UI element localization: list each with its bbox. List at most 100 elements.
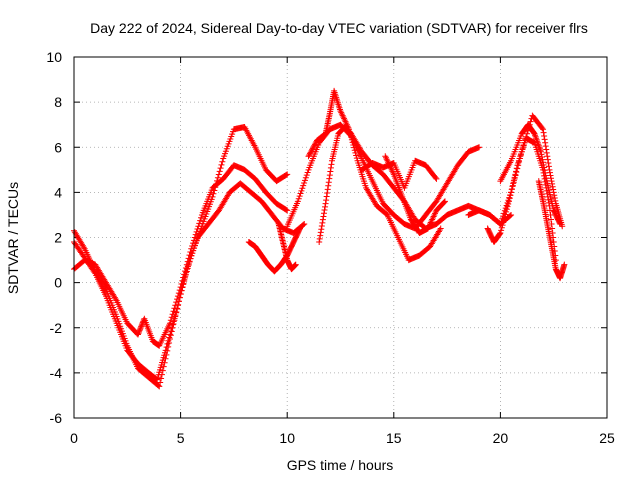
data-point-marker — [502, 211, 509, 218]
data-point-marker — [541, 172, 548, 179]
data-point-marker — [299, 185, 306, 192]
data-point-marker — [561, 261, 568, 268]
data-point-marker — [506, 195, 513, 202]
data-point-marker — [527, 118, 534, 125]
data-point-marker — [540, 169, 547, 176]
data-point-marker — [325, 179, 332, 186]
data-point-marker — [546, 202, 553, 209]
data-point-marker — [319, 219, 326, 226]
data-point-marker — [309, 145, 316, 152]
data-point-marker — [193, 228, 200, 235]
data-point-marker — [500, 216, 507, 223]
data-point-marker — [497, 229, 504, 236]
data-point-marker — [178, 287, 185, 294]
data-point-marker — [166, 334, 173, 341]
data-point-marker — [543, 187, 550, 194]
data-point-marker — [323, 197, 330, 204]
y-tick-label: 6 — [54, 139, 62, 155]
data-point-marker — [505, 201, 512, 208]
data-point-marker — [155, 382, 162, 389]
data-point-marker — [136, 327, 143, 334]
data-point-marker — [549, 180, 556, 187]
data-point-marker — [187, 255, 194, 262]
data-point-marker — [352, 149, 359, 156]
data-point-marker — [298, 187, 305, 194]
data-point-marker — [301, 220, 308, 227]
data-point-marker — [163, 344, 170, 351]
x-tick-label: 5 — [177, 430, 185, 446]
data-point-marker — [311, 141, 318, 148]
data-point-marker — [170, 308, 177, 315]
data-point-marker — [432, 174, 439, 181]
data-point-marker — [135, 330, 142, 337]
x-tick-label: 0 — [70, 430, 78, 446]
data-point-marker — [542, 143, 549, 150]
data-point-marker — [503, 208, 510, 215]
x-tick-label: 15 — [386, 430, 402, 446]
data-point-marker — [188, 252, 195, 259]
data-point-marker — [183, 269, 190, 276]
chart-title: Day 222 of 2024, Sidereal Day-to-day VTE… — [90, 20, 588, 36]
data-point-marker — [323, 193, 330, 200]
data-point-marker — [176, 298, 183, 305]
data-point-marker — [158, 375, 165, 382]
data-point-marker — [548, 216, 555, 223]
data-point-marker — [508, 211, 515, 218]
x-axis-label: GPS time / hours — [287, 457, 394, 473]
grid-lines — [74, 57, 607, 418]
data-point-marker — [191, 245, 198, 252]
data-point-marker — [198, 214, 205, 221]
data-point-marker — [284, 207, 291, 214]
data-points — [71, 87, 568, 390]
data-point-marker — [173, 308, 180, 315]
data-point-marker — [180, 280, 187, 287]
data-point-marker — [284, 171, 291, 178]
data-point-marker — [498, 227, 505, 234]
data-point-marker — [546, 207, 553, 214]
data-point-marker — [179, 283, 186, 290]
data-point-marker — [498, 224, 505, 231]
data-point-marker — [306, 151, 313, 158]
data-point-marker — [327, 164, 334, 171]
data-point-marker — [543, 146, 550, 153]
data-point-marker — [307, 149, 314, 156]
data-point-marker — [189, 250, 196, 257]
data-point-marker — [511, 174, 518, 181]
data-point-marker — [325, 182, 332, 189]
data-point-marker — [193, 237, 200, 244]
data-point-marker — [157, 379, 164, 386]
data-point-marker — [324, 186, 331, 193]
data-point-marker — [541, 136, 548, 143]
data-point-marker — [543, 184, 550, 191]
data-point-marker — [496, 230, 503, 237]
data-point-marker — [539, 125, 546, 132]
data-point-marker — [134, 331, 141, 338]
data-point-marker — [508, 189, 515, 196]
data-point-marker — [214, 174, 221, 181]
data-point-marker — [137, 326, 144, 333]
data-point-marker — [138, 323, 145, 330]
data-point-marker — [168, 314, 175, 321]
y-tick-label: 4 — [54, 184, 62, 200]
data-point-marker — [169, 321, 176, 328]
data-point-marker — [169, 311, 176, 318]
data-point-marker — [507, 212, 514, 219]
data-point-marker — [541, 132, 548, 139]
data-point-marker — [317, 229, 324, 236]
data-point-marker — [295, 195, 302, 202]
y-axis-label: SDTVAR / TECUs — [5, 182, 21, 294]
data-point-marker — [297, 190, 304, 197]
data-point-marker — [91, 269, 98, 276]
y-tick-label: 2 — [54, 230, 62, 246]
data-point-marker — [217, 165, 224, 172]
data-point-marker — [162, 347, 169, 354]
data-point-marker — [549, 225, 556, 232]
data-point-marker — [306, 150, 313, 157]
data-point-marker — [540, 126, 547, 133]
data-point-marker — [350, 141, 357, 148]
data-point-marker — [175, 301, 182, 308]
data-point-marker — [219, 158, 226, 165]
data-point-marker — [312, 140, 319, 147]
data-point-marker — [544, 156, 551, 163]
data-point-marker — [322, 200, 329, 207]
